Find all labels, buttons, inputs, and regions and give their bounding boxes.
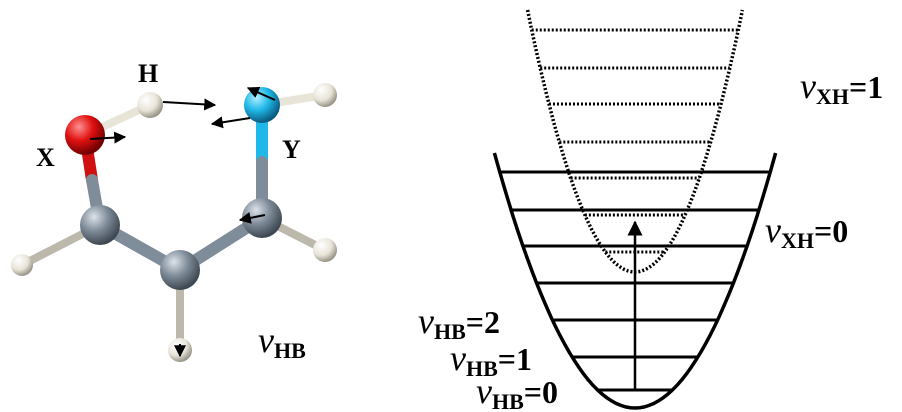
potential-diagram: vXH=1 vXH=0 vHB=2 vHB=1 vHB=0 bbox=[418, 10, 883, 412]
molecule: H X Y νHB bbox=[11, 59, 337, 363]
xh-levels bbox=[532, 30, 739, 252]
atom-label: Y bbox=[282, 135, 301, 164]
atom-label: X bbox=[36, 143, 55, 172]
level-label: vXH=0 bbox=[765, 210, 848, 253]
level-label: vHB=0 bbox=[476, 371, 558, 412]
mode-label: νHB bbox=[258, 320, 306, 363]
atoms bbox=[11, 83, 337, 362]
figure: H X Y νHB vXH=1 vXH=0 vHB=2 vHB=1 vHB=0 bbox=[0, 0, 902, 412]
atom-label: H bbox=[138, 59, 158, 88]
level-label: vXH=1 bbox=[800, 66, 883, 109]
